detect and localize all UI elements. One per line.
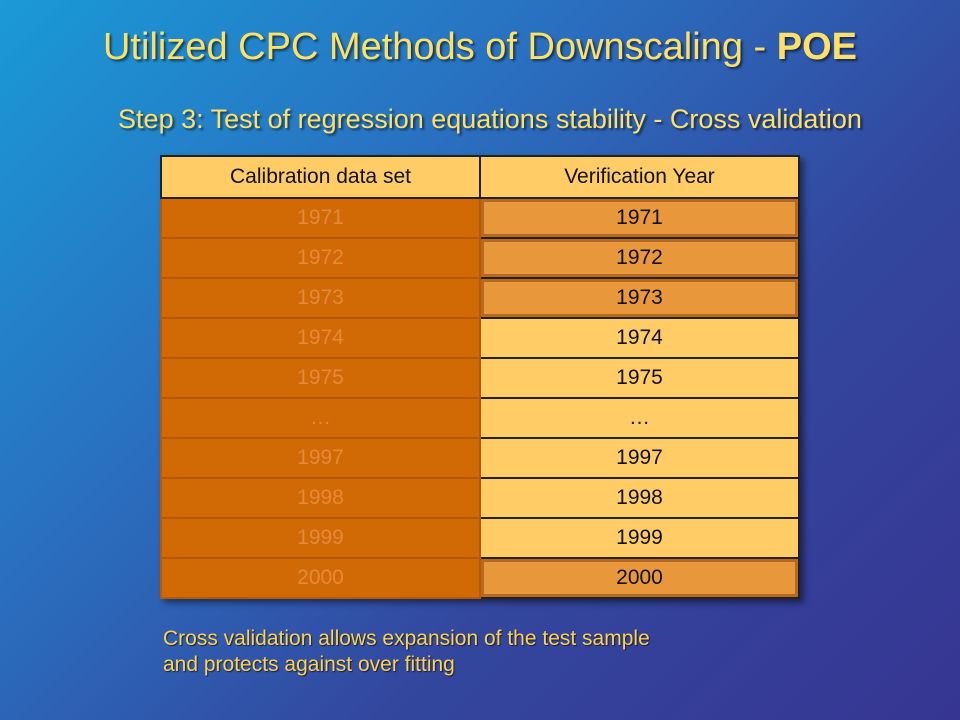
verification-cell: 1998 <box>479 477 800 519</box>
calibration-cell: 1997 <box>160 437 481 479</box>
verification-cell: 1974 <box>479 317 800 359</box>
verification-cell: 1972 <box>479 237 800 279</box>
verification-cell: 1999 <box>479 517 800 559</box>
table-row: … … <box>160 397 800 439</box>
slide-subtitle: Step 3: Test of regression equations sta… <box>118 104 862 134</box>
verification-cell: 1975 <box>479 357 800 399</box>
table-row: 1997 1997 <box>160 437 800 479</box>
calibration-cell: 1971 <box>160 197 481 239</box>
header-verification: Verification Year <box>479 155 800 199</box>
calibration-cell: 1975 <box>160 357 481 399</box>
calibration-cell: … <box>160 397 481 439</box>
calibration-cell: 1974 <box>160 317 481 359</box>
table-row: 1972 1972 <box>160 237 800 279</box>
calibration-cell: 1999 <box>160 517 481 559</box>
table-row: 1973 1973 <box>160 277 800 319</box>
calibration-cell: 1972 <box>160 237 481 279</box>
table-row: 1975 1975 <box>160 357 800 399</box>
slide-title: Utilized CPC Methods of Downscaling - PO… <box>0 26 960 69</box>
table-row: 1971 1971 <box>160 197 800 239</box>
header-calibration: Calibration data set <box>160 155 481 199</box>
footnote: Cross validation allows expansion of the… <box>163 626 803 678</box>
slide-title-main: Utilized CPC Methods of Downscaling - <box>103 26 777 68</box>
calibration-cell: 1998 <box>160 477 481 519</box>
footnote-line-2: and protects against over fitting <box>163 653 455 676</box>
verification-cell: … <box>479 397 800 439</box>
verification-cell: 1973 <box>479 277 800 319</box>
verification-cell: 2000 <box>479 557 800 599</box>
table-row: 1974 1974 <box>160 317 800 359</box>
calibration-cell: 1973 <box>160 277 481 319</box>
cross-validation-table: Calibration data set Verification Year 1… <box>160 155 800 599</box>
calibration-cell: 2000 <box>160 557 481 599</box>
verification-cell: 1997 <box>479 437 800 479</box>
table-row: 1998 1998 <box>160 477 800 519</box>
table-header-row: Calibration data set Verification Year <box>160 155 800 199</box>
footnote-line-1: Cross validation allows expansion of the… <box>163 627 650 650</box>
table-row: 1999 1999 <box>160 517 800 559</box>
verification-cell: 1971 <box>479 197 800 239</box>
slide-title-emphasis: POE <box>776 26 857 68</box>
table-row: 2000 2000 <box>160 557 800 599</box>
